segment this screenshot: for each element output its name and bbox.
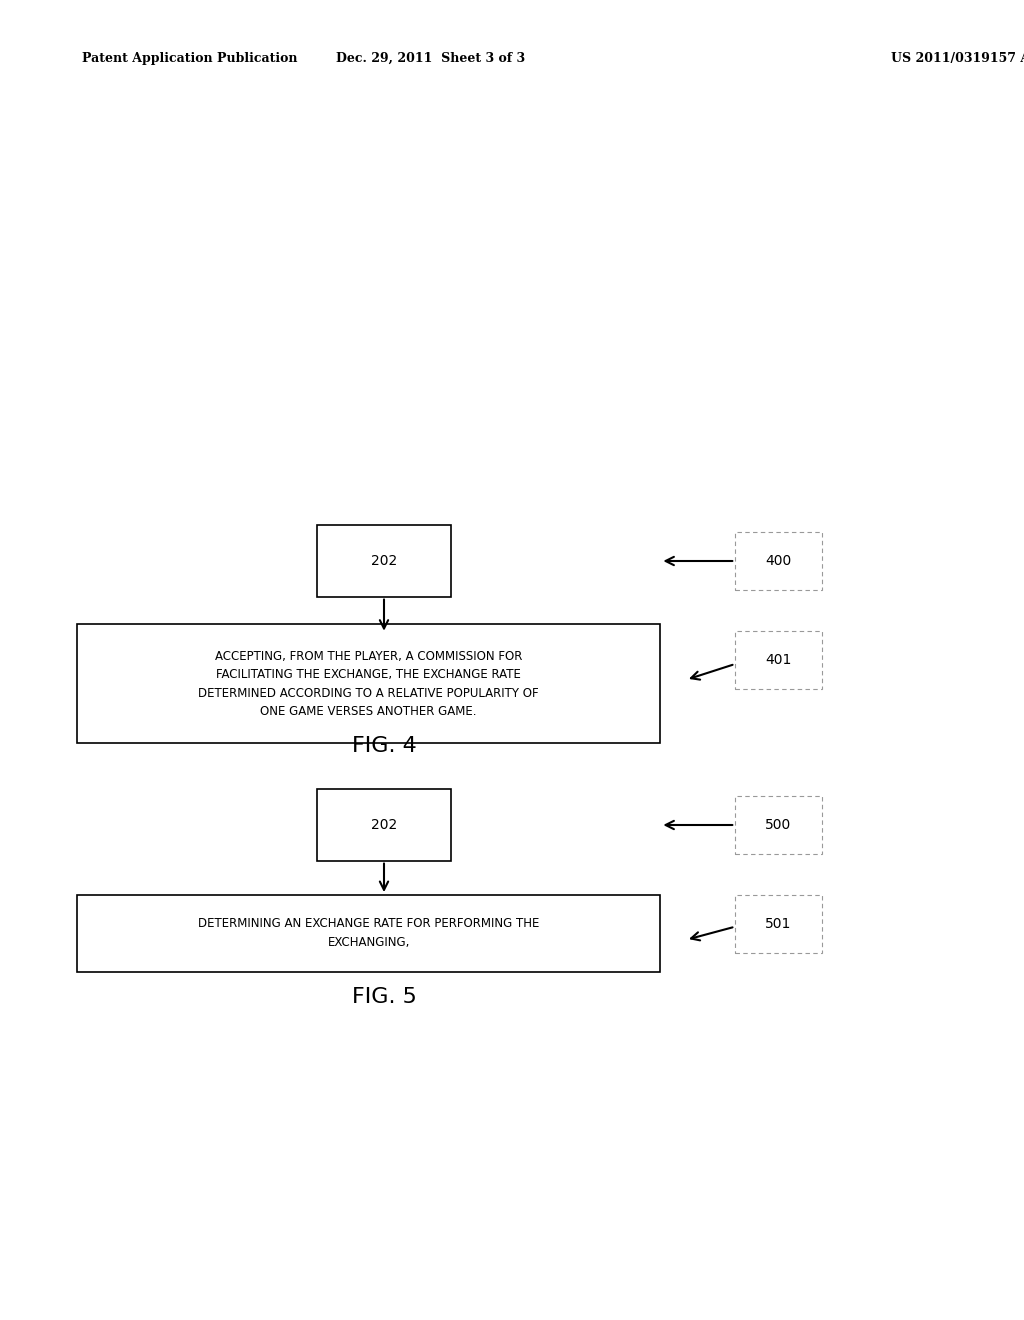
Text: 400: 400 (765, 554, 792, 568)
Text: FIG. 5: FIG. 5 (351, 986, 417, 1007)
Bar (77, 895, 660, 972)
Text: FIG. 4: FIG. 4 (351, 735, 417, 756)
Bar (77, 624, 660, 743)
Text: 501: 501 (765, 917, 792, 931)
Text: 202: 202 (371, 818, 397, 832)
Bar (735, 796, 821, 854)
Text: Patent Application Publication: Patent Application Publication (82, 51, 297, 65)
Bar (317, 789, 451, 862)
Text: DETERMINING AN EXCHANGE RATE FOR PERFORMING THE
EXCHANGING,: DETERMINING AN EXCHANGE RATE FOR PERFORM… (198, 917, 540, 949)
Bar (735, 631, 821, 689)
Text: ACCEPTING, FROM THE PLAYER, A COMMISSION FOR
FACILITATING THE EXCHANGE, THE EXCH: ACCEPTING, FROM THE PLAYER, A COMMISSION… (199, 649, 539, 718)
Text: 202: 202 (371, 554, 397, 568)
Text: 401: 401 (765, 653, 792, 667)
Text: US 2011/0319157 A1: US 2011/0319157 A1 (891, 51, 1024, 65)
Text: Dec. 29, 2011  Sheet 3 of 3: Dec. 29, 2011 Sheet 3 of 3 (336, 51, 524, 65)
Text: 500: 500 (765, 818, 792, 832)
Bar (735, 532, 821, 590)
Bar (735, 895, 821, 953)
Bar (317, 525, 451, 597)
